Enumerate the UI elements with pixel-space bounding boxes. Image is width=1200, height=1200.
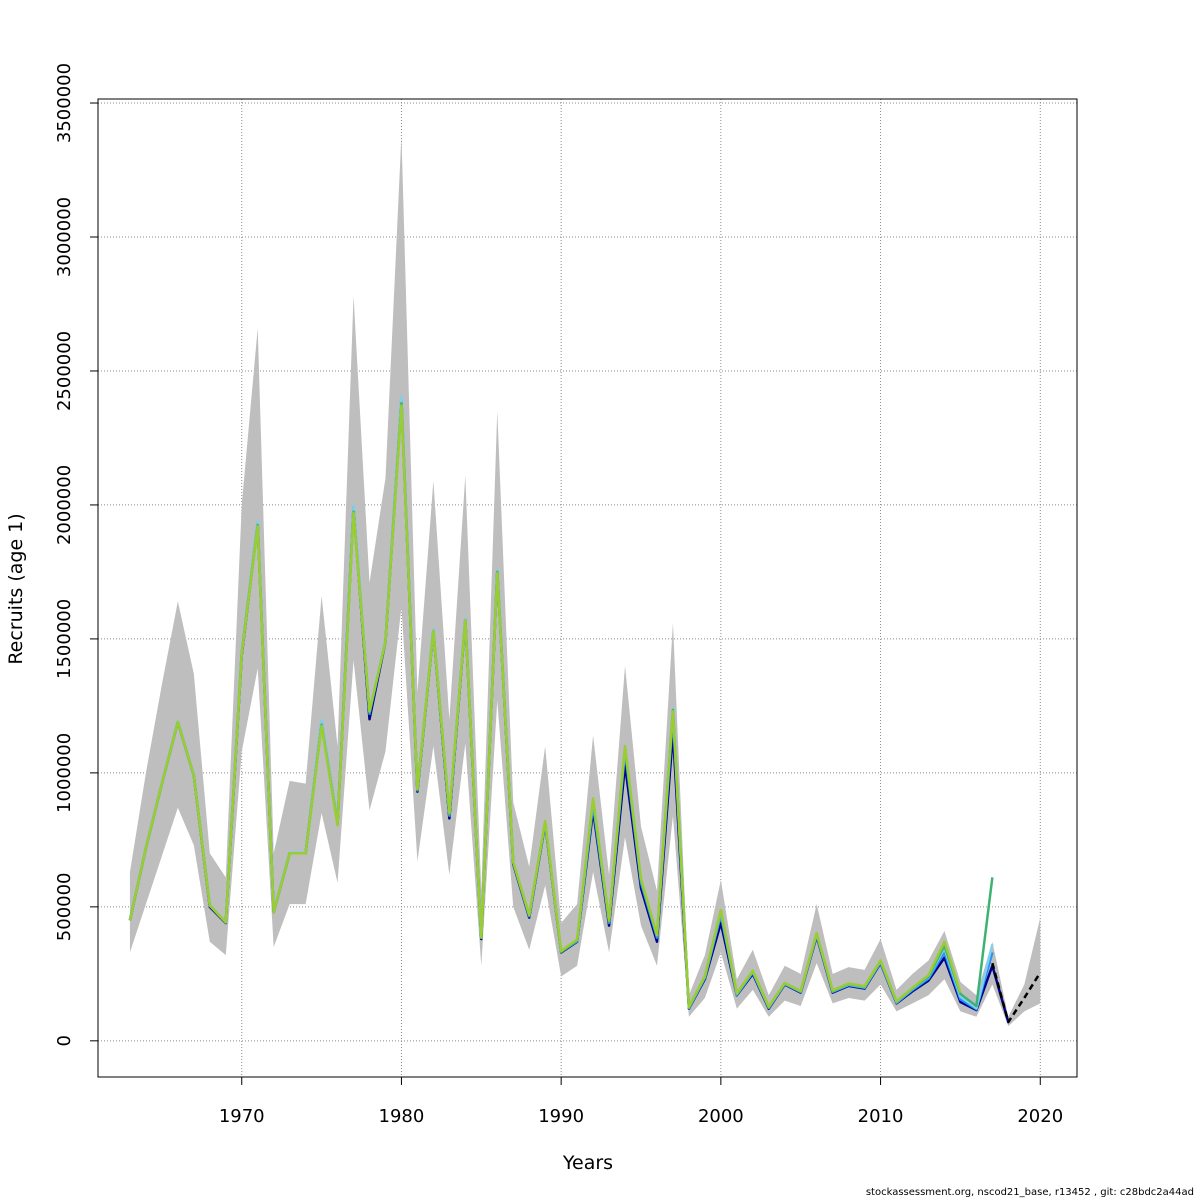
footer-credit: stockassessment.org, nscod21_base, r1345… <box>865 1187 1194 1198</box>
confidence-band-layer <box>129 135 1041 1027</box>
series-line-4 <box>128 404 962 1009</box>
y-tick-label-7: 3500000 <box>54 63 75 143</box>
y-tick-label-1: 500000 <box>54 872 75 941</box>
y-tick-label-5: 2500000 <box>54 331 75 411</box>
x-tick-label-1: 1980 <box>379 1106 425 1127</box>
x-axis: 1970 1980 1990 2000 2010 2020 <box>219 1077 1063 1127</box>
series-layer <box>128 395 1042 1024</box>
confidence-band <box>129 135 1041 1027</box>
y-axis: 0 500000 1000000 1500000 2000000 2500000 30000… <box>54 63 98 1047</box>
y-tick-label-0: 0 <box>54 1035 75 1046</box>
x-tick-label-3: 2000 <box>698 1106 744 1127</box>
x-tick-label-0: 1970 <box>219 1106 265 1127</box>
plot-frame <box>97 98 1078 1078</box>
y-axis-title: Recruits (age 1) <box>5 513 27 664</box>
y-tick-label-6: 3000000 <box>54 197 75 277</box>
x-tick-label-5: 2020 <box>1017 1106 1063 1127</box>
x-tick-label-4: 2010 <box>858 1106 904 1127</box>
x-tick-label-2: 1990 <box>538 1106 584 1127</box>
y-tick-label-4: 2000000 <box>54 465 75 545</box>
y-tick-label-3: 1500000 <box>54 599 75 679</box>
x-axis-title: Years <box>562 1152 613 1174</box>
series-line-5 <box>991 962 1042 1024</box>
y-tick-label-2: 1000000 <box>54 733 75 813</box>
